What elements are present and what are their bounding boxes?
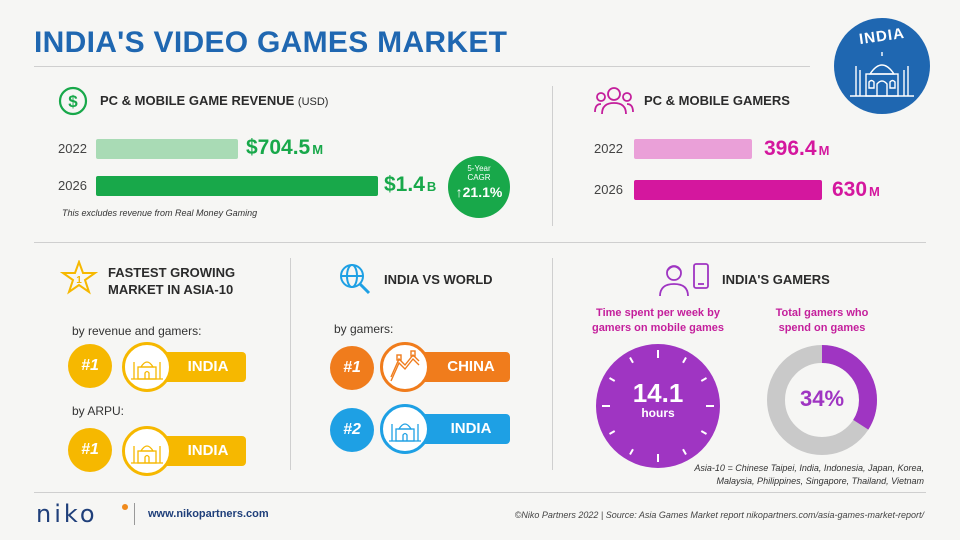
gamer-with-phone-icon — [659, 263, 709, 297]
gamers-bar-2026 — [634, 180, 822, 200]
globe-search-icon — [340, 264, 371, 295]
logo-dot — [122, 504, 128, 510]
rank-badge: #1 — [330, 346, 374, 390]
clock-ticks — [602, 350, 714, 462]
by-revenue-label: by revenue and gamers: — [72, 324, 202, 338]
time-caption: Time spent per week by gamers on mobile … — [591, 307, 725, 334]
gamers-year-2022: 2022 — [594, 141, 623, 156]
gamers-bar-2022 — [634, 139, 752, 159]
revenue-year-2026: 2026 — [58, 178, 87, 193]
world-heading: INDIA VS WORLD — [384, 272, 493, 287]
time-value: 14.1 — [632, 378, 684, 408]
gamers-icon — [594, 87, 634, 115]
spend-caption: Total gamers who spend on games — [775, 307, 869, 334]
by-arpu-label: by ARPU: — [72, 404, 125, 418]
spend-value: 34% — [799, 386, 845, 411]
rank-badge: #1 — [68, 428, 112, 472]
dollar-icon: $ — [58, 86, 88, 116]
clock-chart — [596, 344, 720, 468]
footer-separator — [134, 503, 135, 525]
niko-logo: NIKO — [36, 500, 98, 528]
revenue-bar-2022 — [96, 139, 238, 159]
time-unit: hours — [641, 406, 675, 420]
india-badge: INDIA — [834, 18, 930, 114]
page-title: INDIA'S VIDEO GAMES MARKET — [34, 26, 508, 59]
website-link[interactable]: www.nikopartners.com — [148, 508, 269, 520]
top-divider — [552, 86, 553, 226]
great-wall-icon — [380, 342, 430, 392]
bottom-divider-left — [290, 258, 291, 470]
svg-text:$: $ — [68, 92, 78, 111]
asia-10-note: Asia-10 = Chinese Taipei, India, Indones… — [694, 463, 924, 486]
revenue-heading: PC & MOBILE GAME REVENUE (USD) — [100, 93, 329, 108]
taj-mahal-icon — [380, 404, 430, 454]
badge-label: INDIA — [858, 24, 906, 49]
taj-mahal-icon — [122, 426, 172, 476]
india-gamers-heading: INDIA'S GAMERS — [722, 272, 830, 287]
fastest-heading: FASTEST GROWING MARKET IN ASIA-10 — [108, 265, 236, 297]
gamers-year-2026: 2026 — [594, 182, 623, 197]
source-credit: ©Niko Partners 2022 | Source: Asia Games… — [514, 510, 924, 520]
rank-badge: #2 — [330, 408, 374, 452]
title-divider — [34, 66, 810, 67]
taj-mahal-icon — [850, 52, 914, 97]
revenue-year-2022: 2022 — [58, 141, 87, 156]
gamers-value-2026: 630 M — [832, 178, 880, 201]
footer-divider — [34, 492, 926, 493]
gamers-heading: PC & MOBILE GAMERS — [644, 93, 790, 108]
revenue-value-2022: $704.5 M — [246, 136, 324, 159]
revenue-bar-2026 — [96, 176, 378, 196]
star-badge-icon: 1 — [60, 260, 98, 295]
revenue-note: This excludes revenue from Real Money Ga… — [62, 208, 258, 218]
bottom-divider-right — [552, 258, 553, 470]
middle-divider — [34, 242, 926, 243]
cagr-badge: 5-Year CAGR ↑21.1% — [448, 156, 510, 218]
revenue-value-2026: $1.4 B — [384, 173, 437, 196]
spend-donut — [767, 345, 877, 455]
svg-text:1: 1 — [76, 275, 82, 286]
donut-fill — [767, 345, 877, 455]
taj-mahal-icon — [122, 342, 172, 392]
cagr-label-2: CAGR — [467, 173, 491, 182]
rank-badge: #1 — [68, 344, 112, 388]
cagr-label-1: 5-Year — [467, 164, 491, 173]
by-gamers-label: by gamers: — [334, 322, 394, 336]
gamers-value-2022: 396.4 M — [764, 137, 830, 160]
cagr-value: ↑21.1% — [455, 184, 503, 200]
